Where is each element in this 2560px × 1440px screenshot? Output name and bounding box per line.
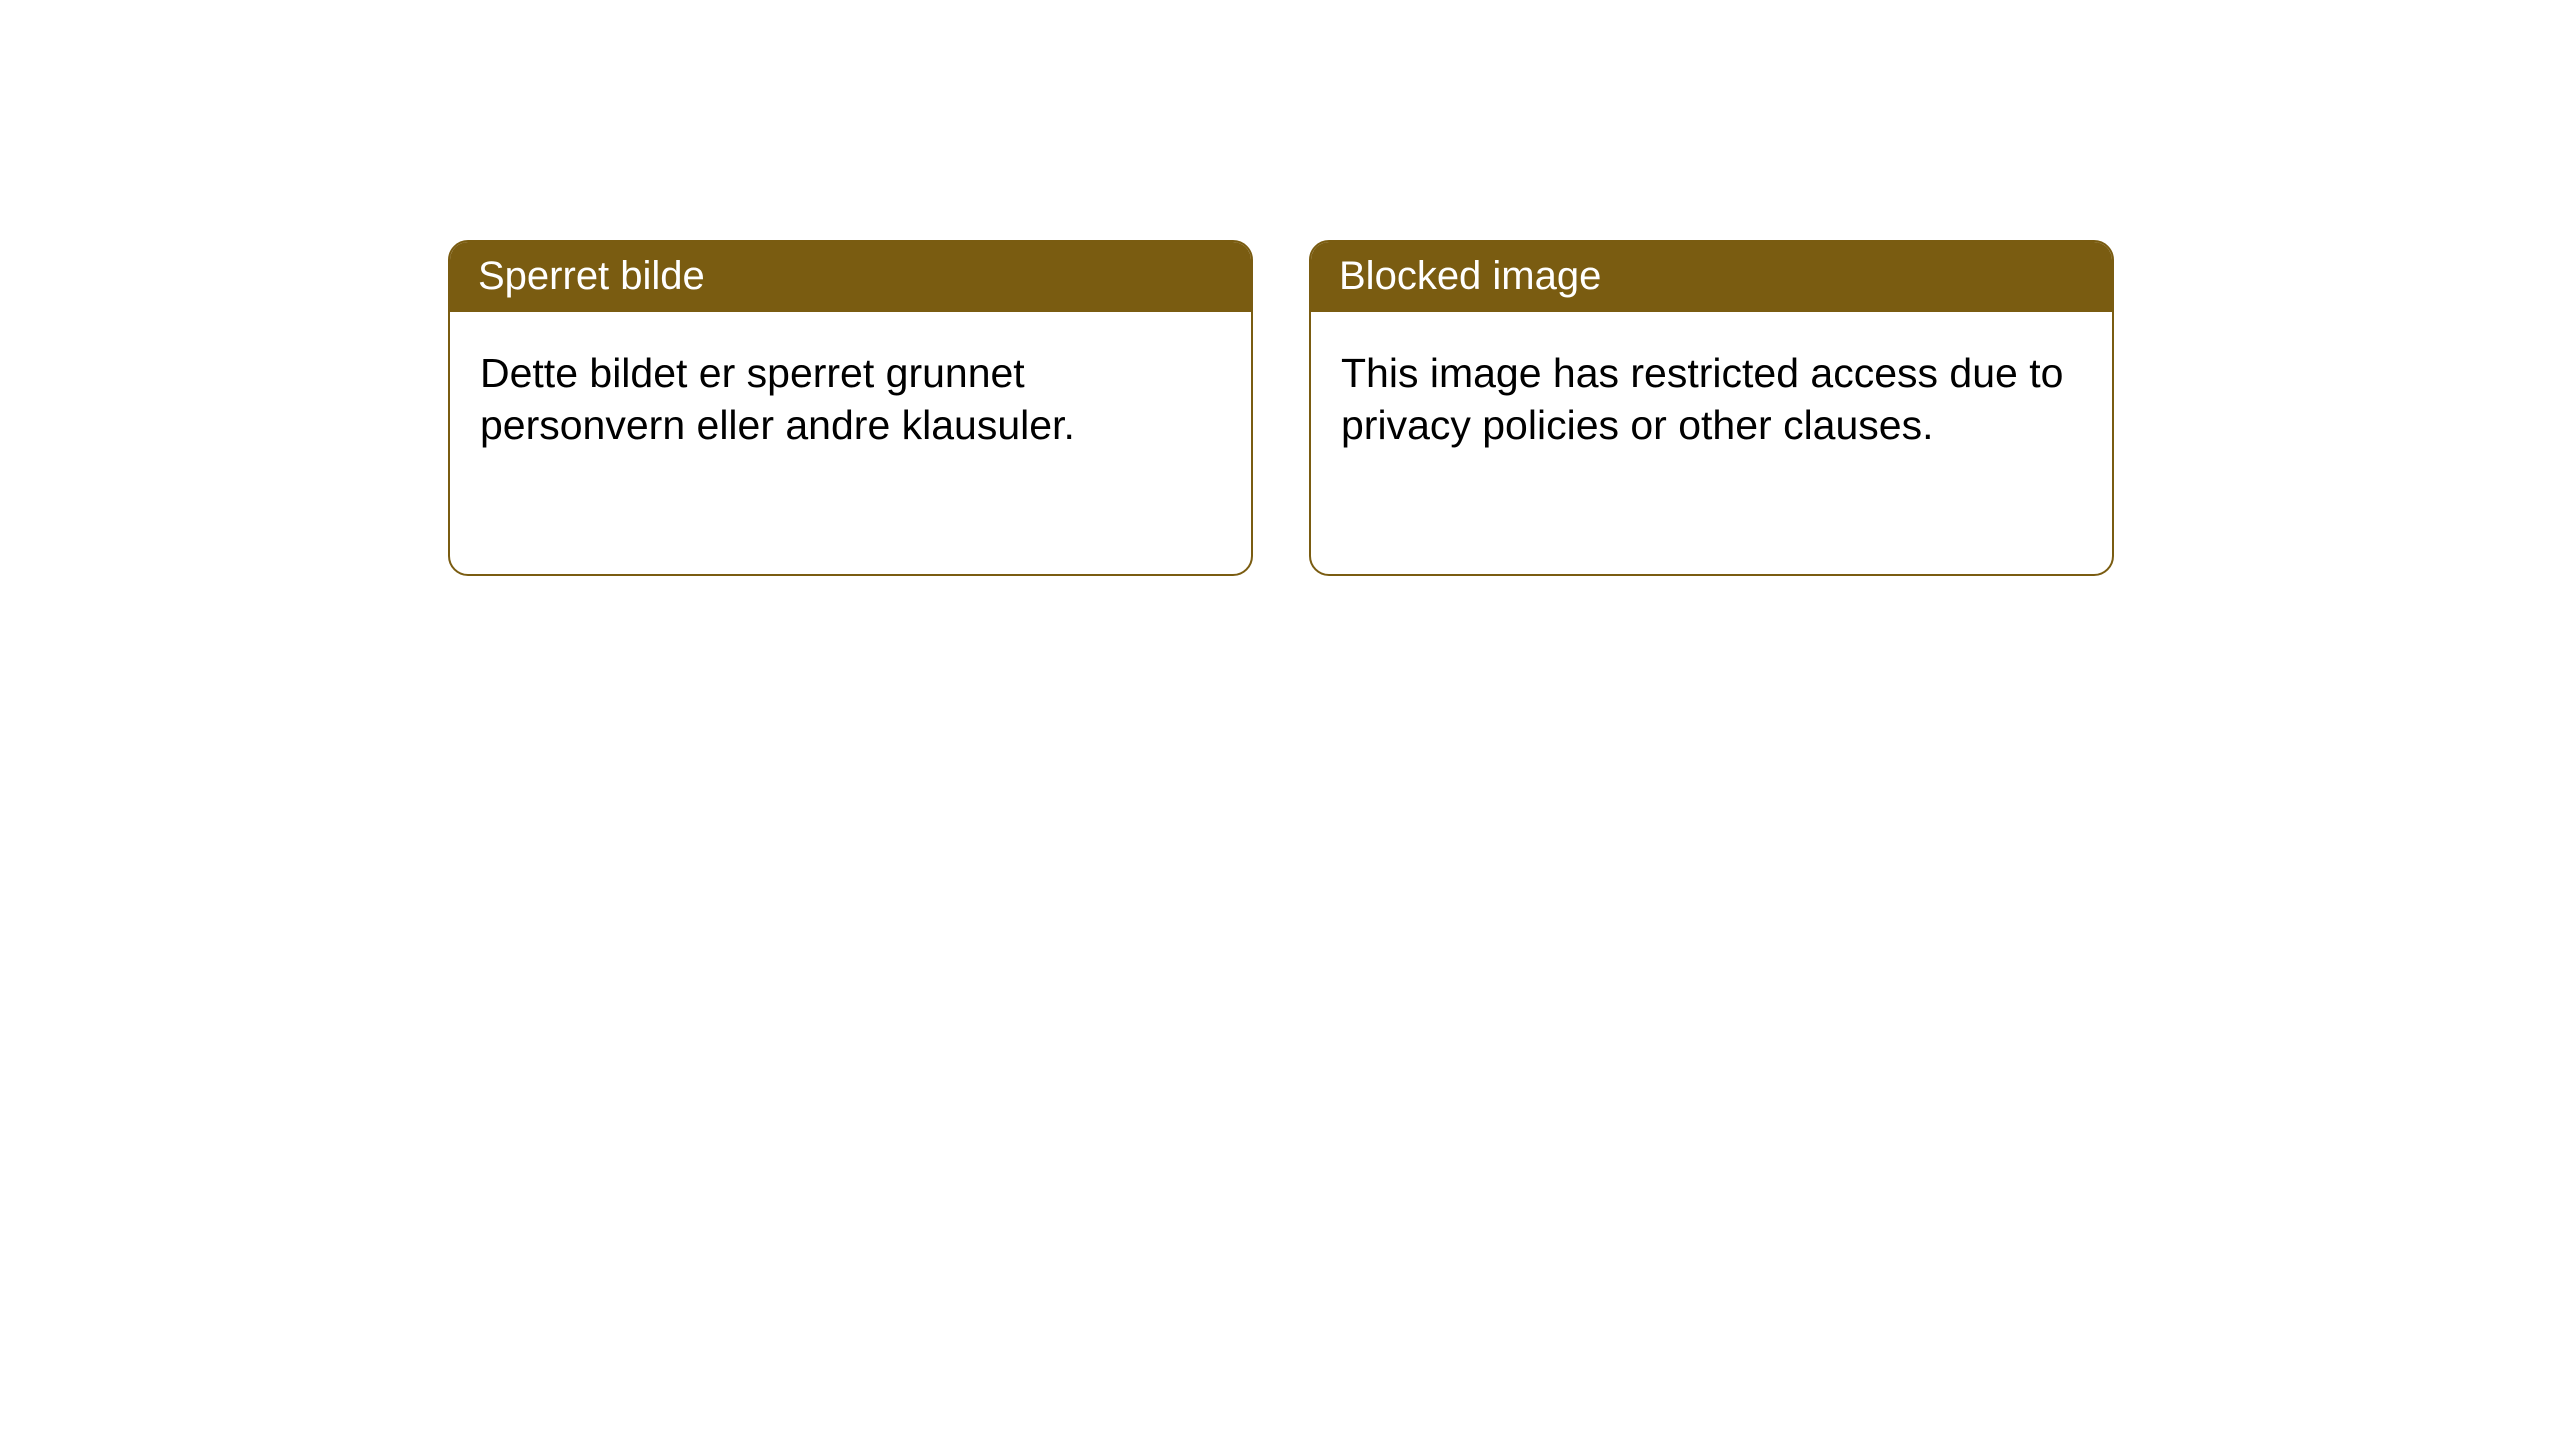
notice-card-english: Blocked image This image has restricted … (1309, 240, 2114, 576)
notice-title-norwegian: Sperret bilde (450, 242, 1251, 312)
notice-container: Sperret bilde Dette bildet er sperret gr… (0, 0, 2560, 576)
notice-body-english: This image has restricted access due to … (1311, 312, 2112, 487)
notice-card-norwegian: Sperret bilde Dette bildet er sperret gr… (448, 240, 1253, 576)
notice-title-english: Blocked image (1311, 242, 2112, 312)
notice-body-norwegian: Dette bildet er sperret grunnet personve… (450, 312, 1251, 487)
